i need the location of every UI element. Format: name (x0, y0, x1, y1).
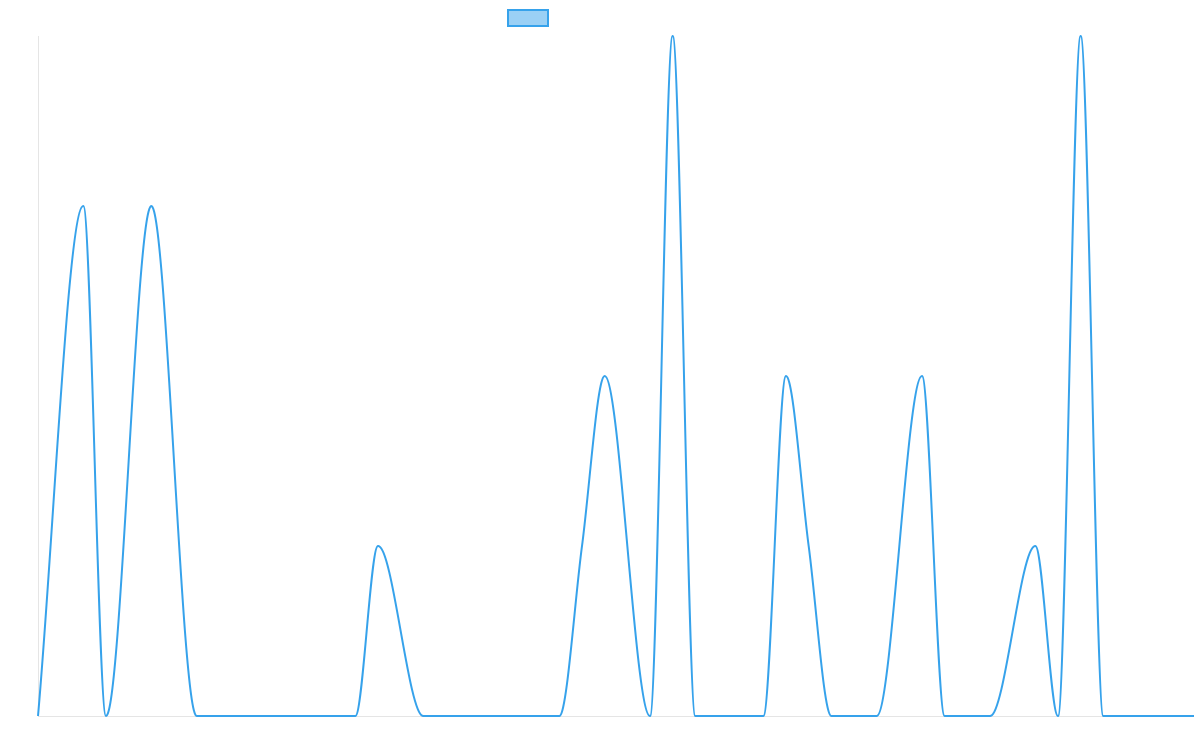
data-point[interactable] (647, 713, 653, 719)
legend[interactable] (507, 9, 549, 27)
data-point[interactable] (760, 713, 766, 719)
data-point[interactable] (1191, 713, 1197, 719)
data-point[interactable] (692, 713, 698, 719)
data-point[interactable] (806, 543, 812, 549)
data-point[interactable] (738, 713, 744, 719)
data-point[interactable] (1100, 713, 1106, 719)
data-point[interactable] (1078, 33, 1084, 39)
data-point[interactable] (148, 203, 154, 209)
data-point[interactable] (1032, 543, 1038, 549)
legend-swatch[interactable] (507, 9, 549, 27)
data-point[interactable] (964, 713, 970, 719)
data-point[interactable] (420, 713, 426, 719)
data-point[interactable] (466, 713, 472, 719)
data-point[interactable] (579, 543, 585, 549)
data-point[interactable] (80, 203, 86, 209)
series-layer (35, 33, 1197, 719)
data-point[interactable] (874, 713, 880, 719)
data-point[interactable] (103, 713, 109, 719)
data-point[interactable] (942, 713, 948, 719)
data-point[interactable] (556, 713, 562, 719)
data-point[interactable] (602, 373, 608, 379)
data-point[interactable] (783, 373, 789, 379)
series-line (37, 35, 1194, 718)
data-point[interactable] (352, 713, 358, 719)
data-point[interactable] (670, 33, 676, 39)
data-point[interactable] (375, 543, 381, 549)
data-point[interactable] (194, 713, 200, 719)
data-point[interactable] (35, 713, 41, 719)
data-point[interactable] (987, 713, 993, 719)
data-point[interactable] (919, 373, 925, 379)
data-point[interactable] (828, 713, 834, 719)
data-point[interactable] (851, 713, 857, 719)
data-point[interactable] (262, 713, 268, 719)
data-point[interactable] (1055, 713, 1061, 719)
